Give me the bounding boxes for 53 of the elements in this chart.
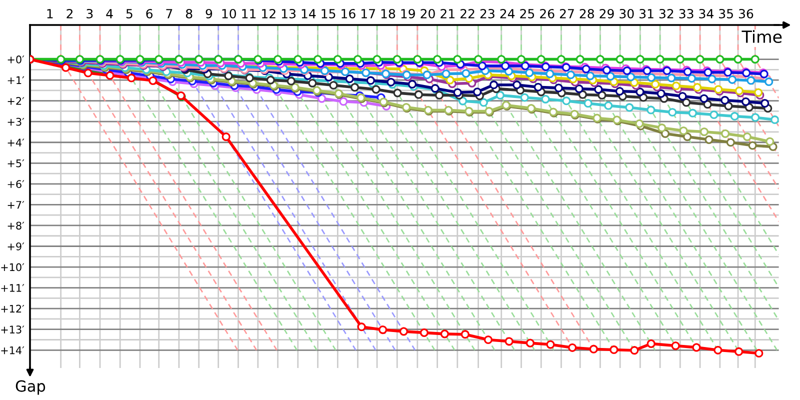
y-tick-label: +3′ — [8, 118, 24, 126]
x-tick-label: 5 — [126, 9, 132, 18]
x-tick-label: 32 — [659, 8, 674, 18]
x-tick-label: 28 — [580, 8, 594, 18]
x-tick-label: 30 — [620, 8, 634, 18]
x-tick-label: 6 — [146, 8, 153, 18]
x-tick-label: 11 — [242, 9, 256, 18]
x-tick-label: 21 — [440, 8, 454, 18]
x-tick-label: 14 — [302, 9, 316, 18]
x-tick-label: 1 — [47, 9, 53, 18]
x-tick-label: 33 — [679, 8, 694, 18]
x-tick-label: 18 — [381, 8, 396, 18]
x-tick-label: 24 — [500, 8, 515, 18]
y-tick-label: +13′ — [1, 326, 24, 334]
y-tick-label: +11′ — [1, 284, 24, 292]
x-tick-label: 35 — [719, 8, 733, 18]
y-tick-label: +14′ — [1, 346, 24, 354]
x-tick-label: 27 — [560, 8, 574, 18]
x-tick-label: 8 — [186, 8, 192, 18]
y-tick-label: +7′ — [8, 201, 24, 209]
y-tick-label: +1′ — [8, 76, 24, 84]
x-tick-label: 17 — [362, 9, 375, 18]
y-tick-label: +2′ — [8, 97, 24, 105]
x-tick-label: 34 — [699, 8, 714, 18]
y-tick-label: +6′ — [8, 180, 24, 188]
x-tick-label: 19 — [401, 8, 415, 18]
x-tick-label: 36 — [738, 8, 754, 18]
x-tick-label: 2 — [66, 8, 72, 18]
x-tick-label: 31 — [640, 8, 654, 18]
x-tick-label: 10 — [222, 8, 236, 18]
y-tick-label: +10′ — [1, 263, 24, 272]
x-tick-label: 4 — [106, 9, 113, 18]
y-tick-label: +8′ — [8, 222, 24, 230]
text: Gap — [16, 380, 46, 395]
x-tick-label: 13 — [282, 8, 296, 18]
x-tick-label: 29 — [600, 8, 614, 18]
x-tick-label: 9 — [206, 8, 212, 18]
x-tick-label: 3 — [86, 8, 93, 18]
x-tick-label: 12 — [262, 8, 276, 18]
x-tick-label: 16 — [342, 8, 356, 18]
x-tick-label: 7 — [166, 9, 172, 18]
x-tick-label: 22 — [460, 8, 474, 18]
y-tick-label: +4′ — [8, 138, 24, 146]
y-tick-label: +0′ — [8, 56, 24, 64]
x-tick-label: 26 — [540, 8, 554, 18]
x-axis-title: Time — [742, 30, 782, 44]
x-tick-label: 15 — [322, 9, 336, 18]
x-tick-label: 23 — [480, 8, 494, 18]
x-tick-label: 20 — [420, 8, 435, 18]
y-tick-label: +5′ — [8, 160, 24, 168]
x-tick-label: 25 — [520, 8, 534, 18]
y-tick-label: +9′ — [8, 242, 24, 250]
y-tick-label: +12′ — [1, 304, 24, 313]
